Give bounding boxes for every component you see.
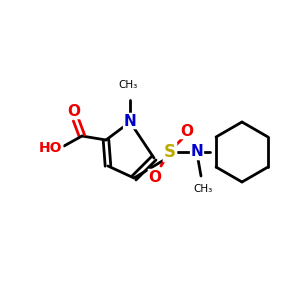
Text: N: N [124, 113, 136, 128]
Text: HO: HO [39, 141, 63, 155]
Text: S: S [164, 143, 176, 161]
Text: CH₃: CH₃ [118, 80, 138, 90]
Text: N: N [190, 145, 203, 160]
Text: O: O [181, 124, 194, 139]
Text: O: O [148, 169, 161, 184]
Text: CH₃: CH₃ [194, 184, 213, 194]
Text: O: O [68, 103, 80, 118]
